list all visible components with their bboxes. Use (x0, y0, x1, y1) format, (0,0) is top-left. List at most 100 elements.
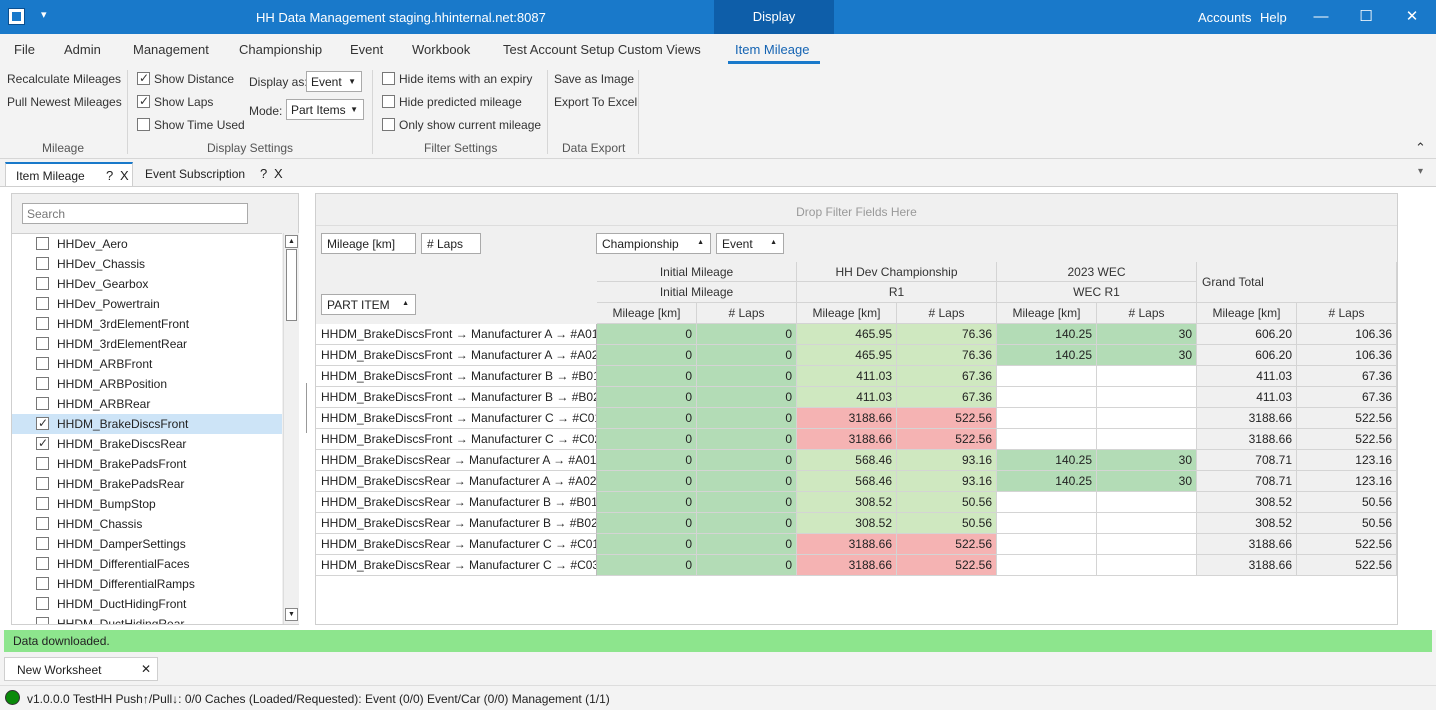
data-cell[interactable]: 3188.66 (797, 555, 897, 576)
row-header[interactable]: HHDM_BrakeDiscsRear → Manufacturer A → #… (316, 471, 597, 492)
row-header[interactable]: HHDM_BrakeDiscsRear → Manufacturer A → #… (316, 450, 597, 471)
data-cell[interactable]: 411.03 (797, 387, 897, 408)
list-item-checkbox[interactable] (36, 597, 49, 610)
data-cell[interactable]: 0 (697, 555, 797, 576)
data-cell[interactable]: 0 (597, 492, 697, 513)
data-cell[interactable]: 522.56 (897, 534, 997, 555)
list-item-checkbox[interactable] (36, 577, 49, 590)
only-current-checkbox[interactable] (382, 118, 395, 131)
field-part-item[interactable]: PART ITEM (321, 294, 416, 315)
data-cell[interactable]: 3188.66 (1197, 534, 1297, 555)
data-cell[interactable]: 0 (697, 513, 797, 534)
data-cell[interactable] (1097, 555, 1197, 576)
data-cell[interactable]: 30 (1097, 471, 1197, 492)
data-cell[interactable]: 140.25 (997, 345, 1097, 366)
data-cell[interactable] (1097, 387, 1197, 408)
list-item[interactable]: HHDM_BrakePadsRear (12, 474, 282, 494)
list-item[interactable]: HHDM_DuctHidingRear (12, 614, 282, 624)
list-item-checkbox[interactable] (36, 436, 49, 450)
list-item[interactable]: HHDM_3rdElementFront (12, 314, 282, 334)
data-cell[interactable]: 0 (597, 345, 697, 366)
list-item-checkbox[interactable] (36, 617, 49, 624)
row-header[interactable]: HHDM_BrakeDiscsFront → Manufacturer C → … (316, 408, 597, 429)
data-cell[interactable]: 76.36 (897, 345, 997, 366)
data-cell[interactable]: 0 (697, 534, 797, 555)
hide-expiry-checkbox[interactable] (382, 72, 395, 85)
list-item-checkbox[interactable] (36, 517, 49, 530)
data-cell[interactable]: 123.16 (1297, 450, 1397, 471)
list-item-checkbox[interactable] (36, 416, 49, 430)
data-cell[interactable]: 67.36 (897, 366, 997, 387)
tab-close-icon[interactable]: X (120, 168, 129, 183)
data-cell[interactable]: 3188.66 (797, 408, 897, 429)
data-cell[interactable]: 0 (697, 429, 797, 450)
list-item[interactable]: HHDM_BrakeDiscsFront (12, 414, 282, 434)
list-item[interactable]: HHDM_ARBFront (12, 354, 282, 374)
data-cell[interactable]: 3188.66 (1197, 555, 1297, 576)
list-item[interactable]: HHDM_DuctHidingFront (12, 594, 282, 614)
data-cell[interactable]: 0 (597, 429, 697, 450)
hide-predicted-checkbox[interactable] (382, 95, 395, 108)
data-cell[interactable] (997, 513, 1097, 534)
filter-drop-zone[interactable]: Drop Filter Fields Here (316, 194, 1397, 226)
data-cell[interactable] (997, 492, 1097, 513)
data-cell[interactable] (997, 429, 1097, 450)
show-time-used-checkbox[interactable] (137, 118, 150, 131)
data-cell[interactable] (1097, 492, 1197, 513)
menu-admin[interactable]: Admin (64, 42, 101, 57)
data-cell[interactable]: 67.36 (897, 387, 997, 408)
data-cell[interactable]: 568.46 (797, 450, 897, 471)
tab-overflow-icon[interactable]: ▾ (1418, 166, 1424, 177)
data-cell[interactable]: 0 (697, 471, 797, 492)
menu-file[interactable]: File (14, 42, 35, 57)
scroll-down-icon[interactable]: ▼ (285, 608, 298, 621)
save-as-image-button[interactable]: Save as Image (554, 72, 635, 86)
data-cell[interactable]: 465.95 (797, 324, 897, 345)
data-cell[interactable]: 522.56 (1297, 534, 1397, 555)
list-item-checkbox[interactable] (36, 477, 49, 490)
accounts-link[interactable]: Accounts (1198, 10, 1252, 25)
data-cell[interactable] (1097, 408, 1197, 429)
data-cell[interactable] (997, 366, 1097, 387)
pull-newest-mileages-button[interactable]: Pull Newest Mileages (7, 95, 122, 109)
list-item-checkbox[interactable] (36, 337, 49, 350)
list-item[interactable]: HHDM_Chassis (12, 514, 282, 534)
field-mileage-km[interactable]: Mileage [km] (321, 233, 416, 254)
data-cell[interactable]: 308.52 (797, 513, 897, 534)
column-group-header[interactable]: 2023 WEC (997, 262, 1197, 282)
list-item[interactable]: HHDM_ARBPosition (12, 374, 282, 394)
data-cell[interactable]: 3188.66 (1197, 408, 1297, 429)
tab-help-icon[interactable]: ? (106, 168, 114, 183)
mode-select[interactable]: Part Items (286, 99, 364, 120)
list-scrollbar[interactable]: ▲ ▼ (283, 233, 299, 624)
panel-splitter[interactable] (306, 383, 307, 433)
data-cell[interactable]: 522.56 (897, 408, 997, 429)
field-laps[interactable]: # Laps (421, 233, 481, 254)
data-cell[interactable]: 0 (697, 366, 797, 387)
data-cell[interactable]: 522.56 (897, 555, 997, 576)
row-header[interactable]: HHDM_BrakeDiscsFront → Manufacturer A → … (316, 324, 597, 345)
data-cell[interactable] (997, 387, 1097, 408)
data-cell[interactable]: 0 (697, 450, 797, 471)
column-group-header[interactable]: HH Dev Championship (797, 262, 997, 282)
menu-event[interactable]: Event (350, 42, 384, 57)
data-cell[interactable]: 606.20 (1197, 345, 1297, 366)
data-cell[interactable]: 708.71 (1197, 450, 1297, 471)
data-cell[interactable]: 708.71 (1197, 471, 1297, 492)
list-item-checkbox[interactable] (36, 397, 49, 410)
data-cell[interactable]: 411.03 (1197, 366, 1297, 387)
list-item[interactable]: HHDM_DamperSettings (12, 534, 282, 554)
data-cell[interactable]: 0 (597, 471, 697, 492)
data-cell[interactable]: 140.25 (997, 324, 1097, 345)
search-input[interactable]: Search (22, 203, 248, 224)
data-cell[interactable]: 522.56 (1297, 555, 1397, 576)
list-item-checkbox[interactable] (36, 537, 49, 550)
field-event[interactable]: Event (716, 233, 784, 254)
row-header[interactable]: HHDM_BrakeDiscsFront → Manufacturer C → … (316, 429, 597, 450)
data-cell[interactable]: 76.36 (897, 324, 997, 345)
data-cell[interactable]: 308.52 (1197, 513, 1297, 534)
data-cell[interactable]: 50.56 (897, 492, 997, 513)
row-header[interactable]: HHDM_BrakeDiscsRear → Manufacturer C → #… (316, 534, 597, 555)
list-item-checkbox[interactable] (36, 377, 49, 390)
data-cell[interactable] (1097, 429, 1197, 450)
